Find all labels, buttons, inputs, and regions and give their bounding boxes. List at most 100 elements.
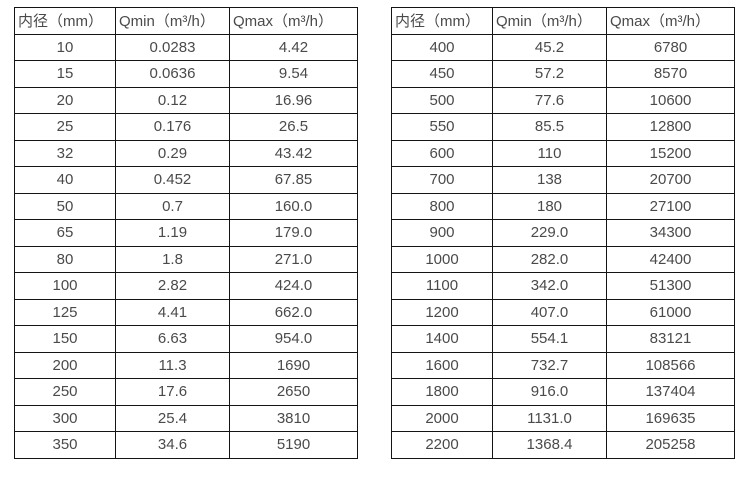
table-cell: 916.0 <box>492 378 607 406</box>
table-cell: 500 <box>391 86 493 114</box>
table-cell: 662.0 <box>229 298 358 326</box>
table-row: 1000 282.0 42400 <box>391 245 735 273</box>
table-cell: 8570 <box>606 60 735 88</box>
table-cell: 50 <box>14 192 116 220</box>
table-row: 125 4.41 662.0 <box>14 298 358 326</box>
table-cell: 282.0 <box>492 245 607 273</box>
table-cell: 0.29 <box>115 139 230 167</box>
table-cell: 400 <box>391 33 493 61</box>
table-row: 10 0.0283 4.42 <box>14 33 358 61</box>
table-row: 2000 1131.0 169635 <box>391 404 735 432</box>
table-cell: 40 <box>14 166 116 194</box>
flow-rate-spec-tables: 内径（mm） Qmin（m³/h） Qmax（m³/h） 10 0.0283 4.42 15… <box>14 7 735 459</box>
table-cell: 180 <box>492 192 607 220</box>
table-cell: 169635 <box>606 404 735 432</box>
table-row: 900 229.0 34300 <box>391 219 735 247</box>
table-cell: 2.82 <box>115 272 230 300</box>
table-cell: 1800 <box>391 378 493 406</box>
table-cell: 1000 <box>391 245 493 273</box>
table-cell: 160.0 <box>229 192 358 220</box>
table-row: 200 11.3 1690 <box>14 351 358 379</box>
table-row: 25 0.176 26.5 <box>14 113 358 141</box>
table-row: 400 45.2 6780 <box>391 33 735 61</box>
table-cell: 229.0 <box>492 219 607 247</box>
table-cell: 34300 <box>606 219 735 247</box>
table-cell: 205258 <box>606 431 735 459</box>
table-cell: 1600 <box>391 351 493 379</box>
table-row: 15 0.0636 9.54 <box>14 60 358 88</box>
column-header: Qmax（m³/h） <box>606 7 735 35</box>
table-row: 250 17.6 2650 <box>14 378 358 406</box>
table-cell: 2650 <box>229 378 358 406</box>
table-row: 600 110 15200 <box>391 139 735 167</box>
table-cell: 25 <box>14 113 116 141</box>
table-cell: 1.8 <box>115 245 230 273</box>
table-row: 32 0.29 43.42 <box>14 139 358 167</box>
table-cell: 554.1 <box>492 325 607 353</box>
table-cell: 4.42 <box>229 33 358 61</box>
table-cell: 27100 <box>606 192 735 220</box>
flow-table-large-diameters: 内径（mm） Qmin（m³/h） Qmax（m³/h） 400 45.2 6780 450… <box>391 7 735 459</box>
table-cell: 350 <box>14 431 116 459</box>
table-cell: 32 <box>14 139 116 167</box>
table-cell: 51300 <box>606 272 735 300</box>
table-cell: 80 <box>14 245 116 273</box>
table-cell: 1.19 <box>115 219 230 247</box>
table-cell: 2200 <box>391 431 493 459</box>
table-cell: 600 <box>391 139 493 167</box>
flow-table-small-diameters: 内径（mm） Qmin（m³/h） Qmax（m³/h） 10 0.0283 4.42 15… <box>14 7 358 459</box>
table-cell: 2000 <box>391 404 493 432</box>
table-cell: 6.63 <box>115 325 230 353</box>
table-cell: 1690 <box>229 351 358 379</box>
table-row: 1600 732.7 108566 <box>391 351 735 379</box>
table-cell: 250 <box>14 378 116 406</box>
table-cell: 108566 <box>606 351 735 379</box>
table-cell: 10 <box>14 33 116 61</box>
table-row: 700 138 20700 <box>391 166 735 194</box>
table-row: 80 1.8 271.0 <box>14 245 358 273</box>
table-cell: 12800 <box>606 113 735 141</box>
table-cell: 1131.0 <box>492 404 607 432</box>
table-cell: 6780 <box>606 33 735 61</box>
table-cell: 15 <box>14 60 116 88</box>
column-header: Qmin（m³/h） <box>115 7 230 35</box>
table-cell: 800 <box>391 192 493 220</box>
table-cell: 110 <box>492 139 607 167</box>
table-cell: 5190 <box>229 431 358 459</box>
table-cell: 900 <box>391 219 493 247</box>
table-row: 40 0.452 67.85 <box>14 166 358 194</box>
table-cell: 450 <box>391 60 493 88</box>
table-cell: 16.96 <box>229 86 358 114</box>
table-row: 500 77.6 10600 <box>391 86 735 114</box>
table-cell: 57.2 <box>492 60 607 88</box>
table-cell: 342.0 <box>492 272 607 300</box>
table-cell: 200 <box>14 351 116 379</box>
column-header: Qmin（m³/h） <box>492 7 607 35</box>
table-row: 1100 342.0 51300 <box>391 272 735 300</box>
table-cell: 25.4 <box>115 404 230 432</box>
table-cell: 100 <box>14 272 116 300</box>
table-row: 100 2.82 424.0 <box>14 272 358 300</box>
table-cell: 65 <box>14 219 116 247</box>
table-row: 800 180 27100 <box>391 192 735 220</box>
table-cell: 10600 <box>606 86 735 114</box>
column-header: 内径（mm） <box>391 7 493 35</box>
column-header: 内径（mm） <box>14 7 116 35</box>
table-cell: 45.2 <box>492 33 607 61</box>
table-cell: 0.7 <box>115 192 230 220</box>
table-cell: 0.0636 <box>115 60 230 88</box>
table-row: 150 6.63 954.0 <box>14 325 358 353</box>
table-cell: 954.0 <box>229 325 358 353</box>
table-row: 1400 554.1 83121 <box>391 325 735 353</box>
table-cell: 700 <box>391 166 493 194</box>
table-cell: 137404 <box>606 378 735 406</box>
table-cell: 3810 <box>229 404 358 432</box>
table-cell: 732.7 <box>492 351 607 379</box>
table-cell: 4.41 <box>115 298 230 326</box>
table-row: 2200 1368.4 205258 <box>391 431 735 459</box>
table-row: 20 0.12 16.96 <box>14 86 358 114</box>
table-cell: 0.12 <box>115 86 230 114</box>
table-cell: 15200 <box>606 139 735 167</box>
table-cell: 9.54 <box>229 60 358 88</box>
table-row: 300 25.4 3810 <box>14 404 358 432</box>
